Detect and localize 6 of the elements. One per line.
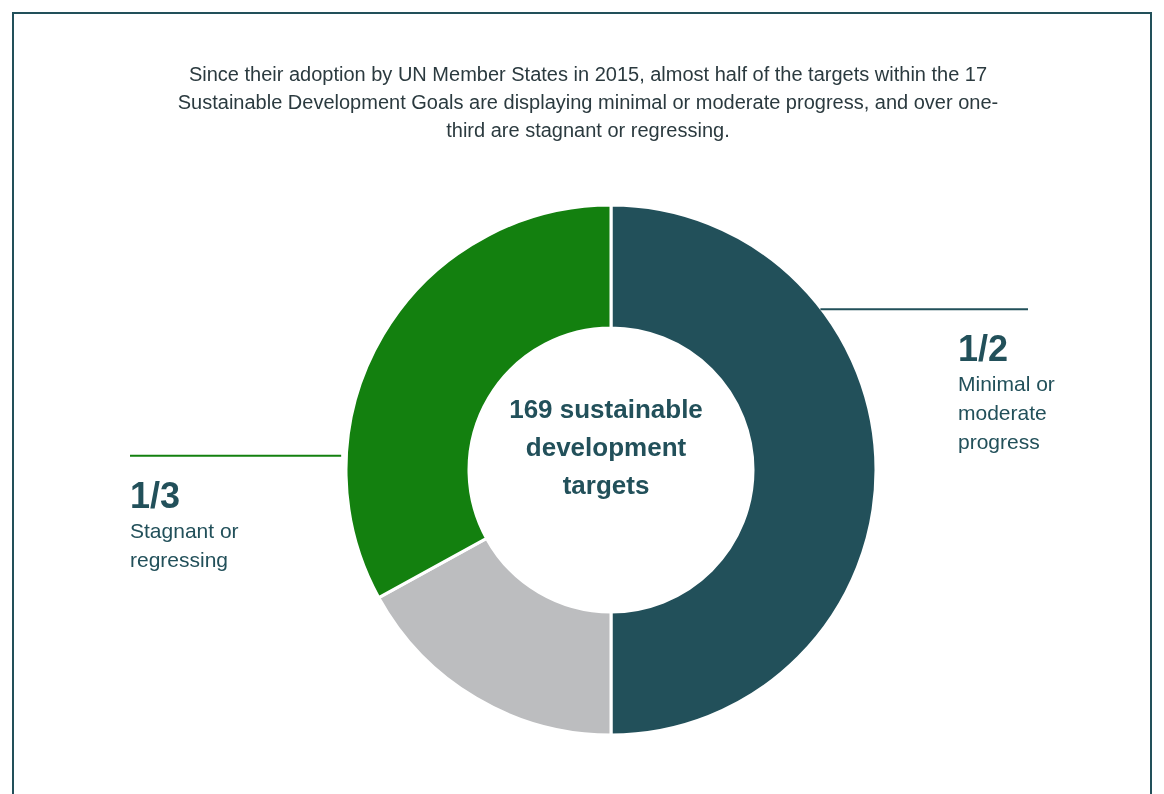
text: 1/2: [958, 328, 1009, 370]
text: 1/3: [130, 474, 181, 516]
text: 169 sustainable development targets: [508, 393, 704, 502]
slice-label: Minimal or moderate progress: [958, 371, 1056, 456]
chart-title: Since their adoption by UN Member States in 2015, almost half of the targets within the 17 Sustainable Development Goals are displaying minimal or moderate progress, and over one-third are stagnant or regressing.: [176, 62, 1000, 143]
slice-label: Stagnant or regressing: [130, 517, 240, 573]
